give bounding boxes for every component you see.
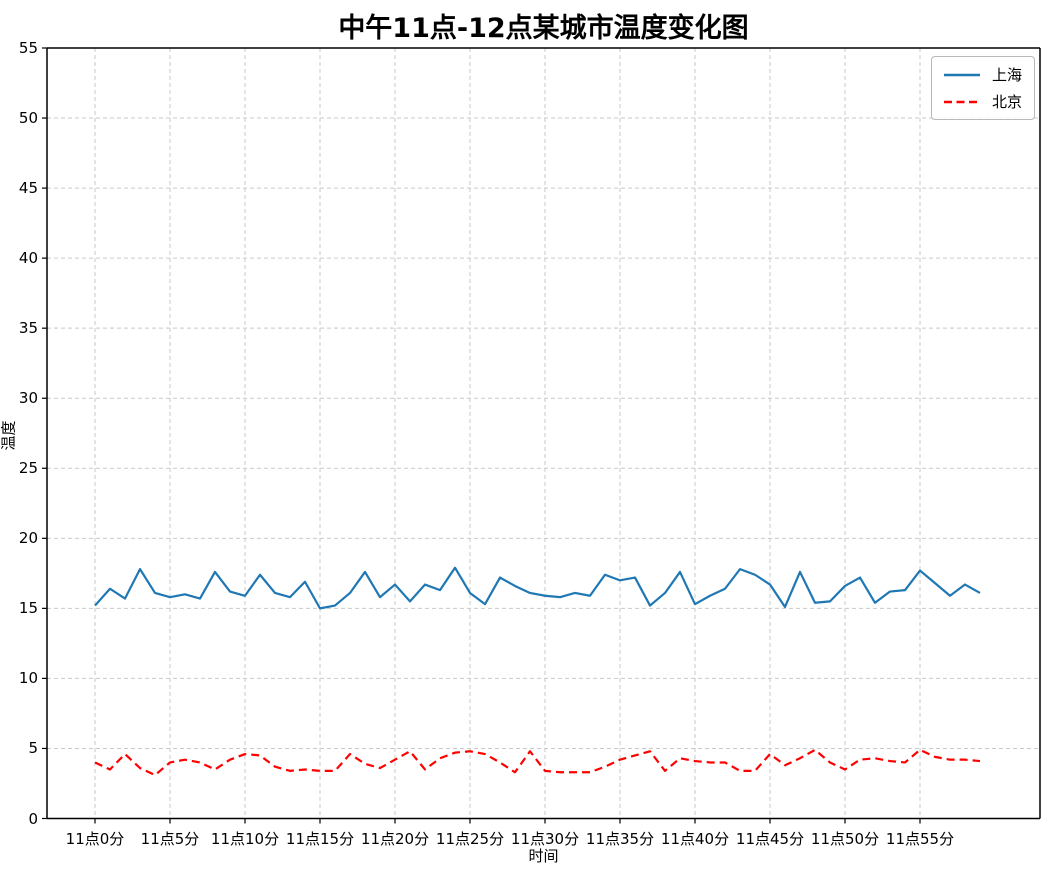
x-tick-label: 11点10分 xyxy=(210,829,280,848)
y-tick-label: 45 xyxy=(18,179,38,198)
axis-ticks xyxy=(42,47,921,824)
x-tick-label: 11点35分 xyxy=(585,829,655,848)
y-tick-label: 15 xyxy=(18,599,38,618)
legend-solid-line-icon xyxy=(943,73,980,76)
series-lines xyxy=(94,566,981,777)
y-tick-label: 0 xyxy=(28,809,38,828)
y-tick-label: 5 xyxy=(28,739,38,758)
gridlines xyxy=(47,47,1040,819)
y-tick-label: 20 xyxy=(18,529,38,548)
x-tick-label: 11点5分 xyxy=(140,829,200,848)
y-tick-label: 25 xyxy=(18,459,38,478)
x-tick-label: 11点25分 xyxy=(435,829,505,848)
x-tick-label: 11点20分 xyxy=(360,829,430,848)
legend: 上海 北京 xyxy=(930,56,1035,120)
x-tick-label: 11点15分 xyxy=(285,829,355,848)
x-axis-label: 时间 xyxy=(528,847,559,865)
legend-dashed-line-icon xyxy=(943,100,980,103)
legend-label-beijing: 北京 xyxy=(991,93,1022,111)
y-tick-label: 40 xyxy=(18,249,38,268)
x-tick-label: 11点0分 xyxy=(65,829,125,848)
legend-item-beijing: 北京 xyxy=(942,91,1022,112)
x-tick-label: 11点30分 xyxy=(510,829,580,848)
x-tick-label: 11点55分 xyxy=(885,829,955,848)
plot-frame xyxy=(46,47,1041,820)
y-tick-label: 35 xyxy=(18,319,38,338)
series-line-上海 xyxy=(94,566,981,610)
y-axis-label: 温度 xyxy=(0,420,18,451)
y-tick-label: 55 xyxy=(18,39,38,57)
chart-title: 中午11点-12点某城市温度变化图 xyxy=(338,13,749,44)
legend-label-shanghai: 上海 xyxy=(991,66,1022,84)
x-tick-label: 11点40分 xyxy=(660,829,730,848)
x-tick-label: 11点50分 xyxy=(810,829,880,848)
x-tick-label: 11点45分 xyxy=(735,829,805,848)
legend-item-shanghai: 上海 xyxy=(942,64,1022,85)
y-tick-label: 30 xyxy=(18,389,38,408)
y-tick-label: 10 xyxy=(18,669,38,688)
y-tick-label: 50 xyxy=(18,109,38,128)
series-line-北京 xyxy=(94,748,981,777)
